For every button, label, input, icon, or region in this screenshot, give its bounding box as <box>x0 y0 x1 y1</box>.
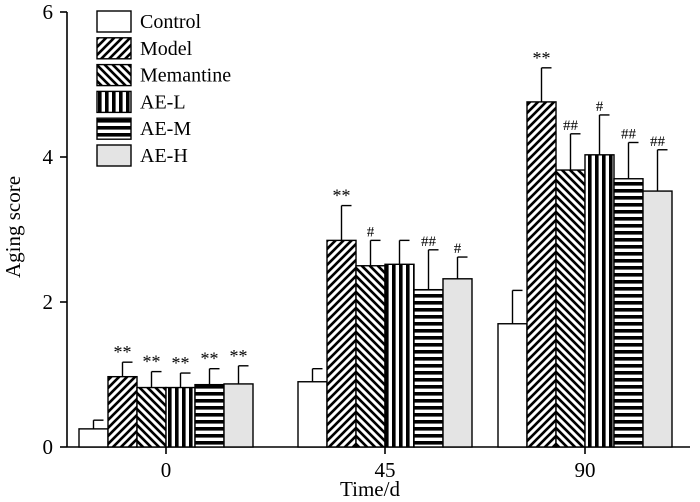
bar <box>584 154 615 448</box>
legend-swatch <box>96 37 132 60</box>
bar <box>413 288 444 448</box>
significance-label: ** <box>172 353 190 373</box>
significance-label: ## <box>650 134 666 150</box>
y-axis-title: Aging score <box>1 176 25 278</box>
legend-swatch <box>96 63 132 87</box>
legend-swatch <box>96 144 132 167</box>
bar <box>355 265 386 448</box>
significance-label: ## <box>421 234 437 250</box>
legend-label: Model <box>140 38 193 60</box>
x-tick-label: 45 <box>375 458 396 482</box>
y-tick-label: 4 <box>43 145 54 169</box>
bar <box>136 386 167 448</box>
legend-label: AE-L <box>140 91 186 113</box>
bar <box>297 381 328 448</box>
bar <box>613 178 644 448</box>
legend-label: AE-H <box>140 145 188 167</box>
legend-label: AE-M <box>140 118 191 140</box>
x-tick-label: 90 <box>575 458 596 482</box>
legend-label: Memantine <box>140 65 231 87</box>
bar <box>107 375 138 448</box>
x-axis-title: Time/d <box>340 477 400 501</box>
legend-swatch <box>96 90 132 114</box>
bar <box>384 263 415 448</box>
significance-label: ## <box>621 127 637 143</box>
legend-label: Control <box>140 11 202 33</box>
significance-label: # <box>367 224 375 240</box>
significance-label: ** <box>533 48 551 68</box>
bar <box>642 190 673 448</box>
significance-label: ** <box>143 352 161 372</box>
bar <box>165 386 196 448</box>
significance-label: # <box>596 99 604 115</box>
y-tick-label: 6 <box>43 0 54 24</box>
legend-swatch <box>96 10 132 33</box>
bar <box>555 169 586 448</box>
x-tick-label: 0 <box>161 458 172 482</box>
bar <box>223 383 254 448</box>
bar <box>194 383 225 448</box>
bar <box>326 239 357 448</box>
significance-label: ** <box>333 186 351 206</box>
significance-label: ** <box>201 349 219 369</box>
y-tick-label: 0 <box>43 435 54 459</box>
significance-label: # <box>454 241 462 257</box>
significance-label: ** <box>114 342 132 362</box>
bar <box>497 323 528 448</box>
bar <box>78 428 109 448</box>
significance-label: ** <box>230 346 248 366</box>
legend-swatch <box>96 117 132 140</box>
bar <box>442 278 473 448</box>
bar <box>526 101 557 448</box>
significance-label: ## <box>563 118 579 134</box>
y-tick-label: 2 <box>43 290 54 314</box>
